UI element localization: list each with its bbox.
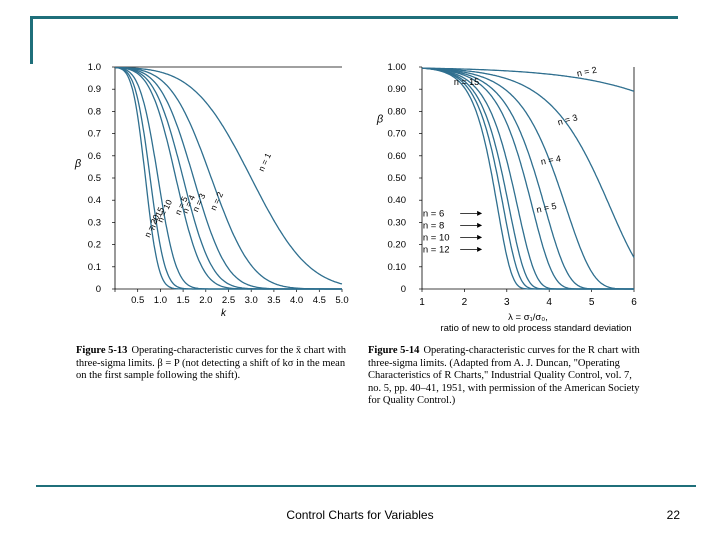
series-curve-n-10: [115, 66, 342, 290]
x-tick-label: 0.5: [131, 295, 144, 306]
legend-arrowhead: [477, 210, 483, 216]
x-tick-label: 3.5: [267, 295, 280, 306]
series-label-n-4: n = 4: [540, 153, 562, 166]
series-curve-n-4: [115, 66, 342, 290]
x-axis-label: k: [221, 308, 227, 319]
y-axis-label: β: [74, 158, 82, 170]
oc-curve-chart-xbar: 0 0.1 0.2 0.3 0.4 0.5 0.6 0.7 0.8 0.9 1.0 0.5 1.0 1.5…: [74, 62, 349, 319]
oc-curve-chart-r: 0 0.10 0.20 0.30 0.40 0.50 0.60 0.70 0.80 0.90 1.0…: [376, 62, 637, 334]
footer-title: Control Charts for Variables: [286, 508, 434, 522]
y-tick-label: 1.0: [88, 62, 101, 73]
y-tick-label: 0.40: [388, 195, 407, 206]
series-curve-n-15: [421, 67, 634, 290]
y-tick-label: 0.8: [88, 106, 101, 117]
legend-arrowhead: [477, 234, 483, 240]
series-curve-n-20: [115, 66, 342, 290]
x-tick-label: 2.5: [222, 295, 235, 306]
y-tick-label: 0.4: [88, 195, 101, 206]
x-tick-label: 1.0: [154, 295, 167, 306]
x-tick-label: 4.5: [313, 295, 326, 306]
legend-label: n = 8: [423, 220, 444, 231]
y-tick-label: 0.60: [388, 151, 407, 162]
series-curve-n-3: [422, 67, 635, 258]
y-tick-label: 0.90: [388, 84, 407, 95]
x-tick-label: 2.0: [199, 295, 212, 306]
x-tick-label: 2: [462, 297, 468, 308]
y-tick-label: 0.7: [88, 129, 101, 140]
x-tick-label: 1.5: [176, 295, 189, 306]
series-curve-n-6: [421, 67, 634, 290]
y-tick-label: 0: [96, 284, 101, 295]
series-curve-n-5: [115, 66, 342, 290]
y-tick-label: 0.30: [388, 217, 407, 228]
figure-caption-5-13: Figure 5-13 Operating-characteristic curv…: [76, 345, 352, 383]
y-tick-label: 0.70: [388, 129, 407, 140]
y-tick-label: 0: [401, 284, 406, 295]
figure-caption-5-14: Figure 5-14 Operating-characteristic curv…: [368, 345, 644, 408]
series-curve-n-10: [421, 67, 634, 290]
legend-arrowhead: [477, 246, 483, 252]
x-tick-label: 1: [419, 297, 425, 308]
x-tick-label: 6: [631, 297, 637, 308]
x-tick-label: 3: [504, 297, 510, 308]
x-tick-label: 4.0: [290, 295, 303, 306]
series-label-n-2: n = 2: [576, 65, 598, 79]
y-tick-label: 1.00: [388, 62, 407, 73]
legend-label: n = 12: [423, 244, 450, 255]
caption-text: Operating-characteristic curves for the …: [76, 345, 347, 382]
series-label-n-1: n = 1: [256, 151, 273, 173]
slide-frame-top: [30, 16, 678, 19]
series-label-n-5: n = 5: [535, 201, 557, 215]
legend-label: n = 10: [423, 232, 450, 243]
slide-footer-rule: [36, 485, 696, 487]
series-curve-n-12: [421, 67, 634, 290]
y-tick-label: 0.3: [88, 217, 101, 228]
series-label-n-15: n = 15: [454, 77, 479, 87]
series-curve-n-3: [115, 66, 342, 290]
x-axis-label: λ = σ₁/σ₀, ratio of new to old process st…: [440, 312, 631, 334]
series-curve-n-5: [421, 67, 634, 290]
y-tick-label: 0.1: [88, 262, 101, 273]
legend-label: n = 6: [423, 208, 444, 219]
y-tick-label: 0.9: [88, 84, 101, 95]
series-curve-n-1: [115, 66, 343, 285]
slide-frame-left: [30, 16, 33, 64]
y-tick-label: 0.50: [388, 173, 407, 184]
legend-arrowhead: [477, 222, 483, 228]
y-tick-label: 0.80: [388, 106, 407, 117]
x-tick-label: 3.0: [245, 295, 258, 306]
series-curve-n-2: [115, 66, 342, 290]
series-curve-n-15: [115, 66, 342, 290]
series-curve-n-2: [422, 67, 635, 92]
y-tick-label: 0.2: [88, 240, 101, 251]
x-tick-label: 5.0: [335, 295, 348, 306]
x-tick-label: 4: [546, 297, 552, 308]
x-tick-label: 5: [589, 297, 595, 308]
series-curve-n-4: [421, 67, 634, 290]
y-tick-label: 0.20: [388, 240, 407, 251]
series-curve-n-8: [421, 67, 634, 290]
y-axis-label: β: [376, 114, 384, 126]
caption-text: Operating-characteristic curves for the …: [368, 345, 640, 407]
figure-label: Figure 5-14: [368, 345, 420, 356]
y-tick-label: 0.5: [88, 173, 101, 184]
page-number: 22: [666, 508, 680, 522]
figure-label: Figure 5-13: [76, 345, 128, 356]
y-tick-label: 0.10: [388, 262, 407, 273]
y-tick-label: 0.6: [88, 151, 101, 162]
